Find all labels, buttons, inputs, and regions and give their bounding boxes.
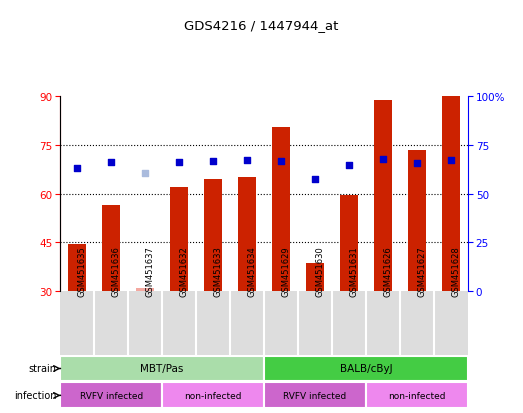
Text: BALB/cByJ: BALB/cByJ [340,363,392,374]
Bar [68,244,86,291]
Text: GSM451629: GSM451629 [281,246,290,296]
Point [447,157,456,164]
Point [345,163,354,169]
Text: RVFV infected: RVFV infected [283,391,347,400]
Point [73,166,82,172]
Point [277,159,286,165]
Text: non-infected: non-infected [389,391,446,400]
Point [141,171,150,177]
Point [209,159,218,165]
Text: non-infected: non-infected [185,391,242,400]
Text: GSM451633: GSM451633 [213,246,222,296]
Bar [264,382,366,408]
Text: MBT/Pas: MBT/Pas [141,363,184,374]
Text: GSM451635: GSM451635 [77,246,86,296]
Bar [442,97,460,291]
Text: GSM451632: GSM451632 [179,246,188,296]
Bar [60,382,162,408]
Text: RVFV infected: RVFV infected [79,391,143,400]
Bar [366,382,468,408]
Text: GDS4216 / 1447944_at: GDS4216 / 1447944_at [184,19,339,31]
Text: infection: infection [14,390,57,401]
Text: GSM451637: GSM451637 [145,246,154,296]
Bar [238,178,256,291]
Text: GSM451626: GSM451626 [383,246,392,296]
Point [243,157,252,164]
Bar [306,263,324,291]
Text: GSM451634: GSM451634 [247,246,256,296]
Text: GSM451627: GSM451627 [417,246,426,296]
Bar [408,150,426,291]
Point [175,160,184,166]
Bar [272,128,290,291]
Bar [204,180,222,291]
Bar [102,205,120,291]
Bar [60,356,264,382]
Text: GSM451628: GSM451628 [451,246,460,296]
Bar [374,100,392,291]
Bar [136,288,154,291]
Text: GSM451630: GSM451630 [315,246,324,296]
Bar [340,196,358,291]
Text: strain: strain [29,363,57,374]
Bar [264,356,468,382]
Bar [170,188,188,291]
Point [413,161,422,167]
Point [311,176,320,183]
Text: GSM451636: GSM451636 [111,246,120,296]
Point [107,160,116,166]
Bar [162,382,264,408]
Point [379,156,388,162]
Text: GSM451631: GSM451631 [349,246,358,296]
